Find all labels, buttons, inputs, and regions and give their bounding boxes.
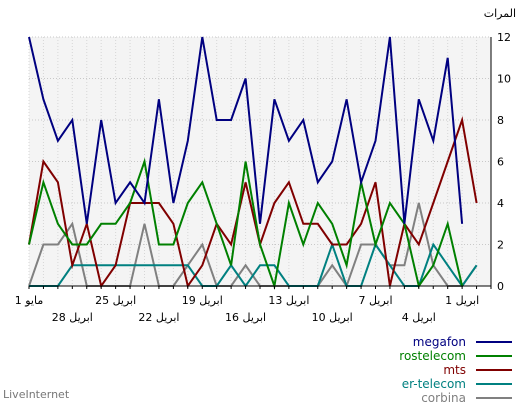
legend-swatch	[476, 383, 512, 385]
x-tick-label: 1 مايو	[15, 294, 44, 307]
legend-label: rostelecom	[399, 349, 466, 363]
x-tick-label: 25 ابريل	[95, 294, 136, 307]
y-tick-label: 0	[497, 280, 504, 293]
x-tick-label: 10 ابريل	[312, 311, 353, 324]
x-tick-label: 1 ابريل	[445, 294, 479, 307]
axes: 0 2 4 6 8 10 12 1 مايو 25 ابريل 19 ابريل 13 ابريل 7…	[15, 31, 511, 324]
legend-label: er-telecom	[401, 377, 466, 391]
series-line-mts	[28, 116, 478, 289]
legend-swatch	[476, 341, 512, 343]
legend-label: corbina	[421, 391, 466, 405]
y-tick-label: 8	[497, 114, 504, 127]
y-tick-label: 12	[497, 31, 511, 44]
x-tick-label: 16 ابريل	[225, 311, 266, 324]
y-tick-label: 10	[497, 73, 511, 86]
x-tick-label: 19 ابريل	[182, 294, 223, 307]
y-tick-label: 2	[497, 239, 504, 252]
legend-swatch	[476, 369, 512, 371]
legend-item-megafon: megafon	[399, 335, 512, 349]
y-tick-label: 6	[497, 156, 504, 169]
x-tick-label: 28 ابريل	[52, 311, 93, 324]
legend: megafon rostelecom mts er-telecom corbina	[399, 335, 512, 405]
legend-item-rostelecom: rostelecom	[399, 349, 512, 363]
y-tick-label: 4	[497, 197, 504, 210]
x-tick-label: 7 ابريل	[358, 294, 392, 307]
legend-label: mts	[443, 363, 466, 377]
footer-brand: LiveInternet	[3, 388, 70, 401]
x-tick-label: 4 ابريل	[402, 311, 436, 324]
x-tick-label: 13 ابريل	[268, 294, 309, 307]
line-chart: 0 2 4 6 8 10 12 1 مايو 25 ابريل 19 ابريل 13 ابريل 7…	[15, 7, 516, 324]
y-axis-label: المرات	[484, 7, 516, 20]
legend-item-er-telecom: er-telecom	[399, 377, 512, 391]
legend-swatch	[476, 397, 512, 399]
legend-swatch	[476, 355, 512, 357]
legend-item-mts: mts	[399, 363, 512, 377]
legend-item-corbina: corbina	[399, 391, 512, 405]
legend-label: megafon	[412, 335, 466, 349]
x-tick-label: 22 ابريل	[138, 311, 179, 324]
series-line-rostelecom	[28, 157, 464, 290]
series-line-er-telecom	[29, 241, 478, 288]
series-line-megafon	[28, 36, 464, 224]
